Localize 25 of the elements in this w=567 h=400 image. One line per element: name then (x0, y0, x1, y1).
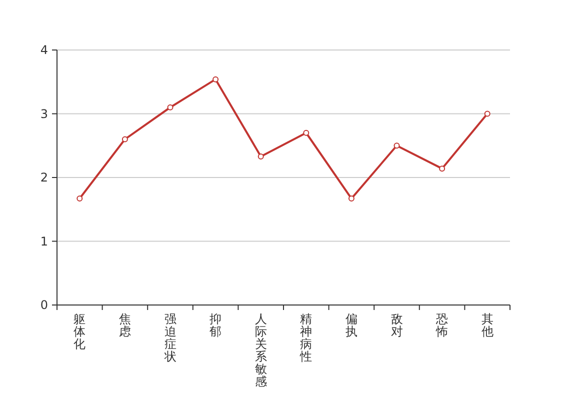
x-tick-label: 强迫症状 (163, 312, 176, 364)
x-tick-label: 恐怖 (435, 312, 448, 338)
point (484, 110, 490, 117)
point (76, 196, 83, 202)
x-tick-label: 焦虑 (118, 312, 131, 338)
x-tick-label: 人际关系敏感 (254, 312, 267, 388)
x-tick-label: 敌对 (390, 312, 403, 338)
x-tick-label: 偏执 (345, 312, 358, 338)
x-tick-label: 其他 (481, 312, 494, 338)
x-tick-label: 抑郁 (210, 312, 222, 338)
y-tick-label: 2 (40, 170, 48, 184)
point (439, 166, 446, 172)
point (212, 76, 219, 82)
point (122, 136, 128, 142)
y-tick-label: 4 (40, 43, 48, 57)
x-tick-label: 躯体化 (74, 312, 86, 351)
x-tick-label: 精神病性 (299, 312, 312, 364)
point (167, 104, 174, 110)
point (303, 130, 310, 136)
point (394, 142, 400, 149)
y-tick-label: 0 (40, 298, 48, 312)
point (348, 196, 354, 202)
point (258, 153, 264, 160)
y-tick-label: 3 (40, 106, 48, 121)
y-tick-label: 1 (40, 234, 48, 248)
